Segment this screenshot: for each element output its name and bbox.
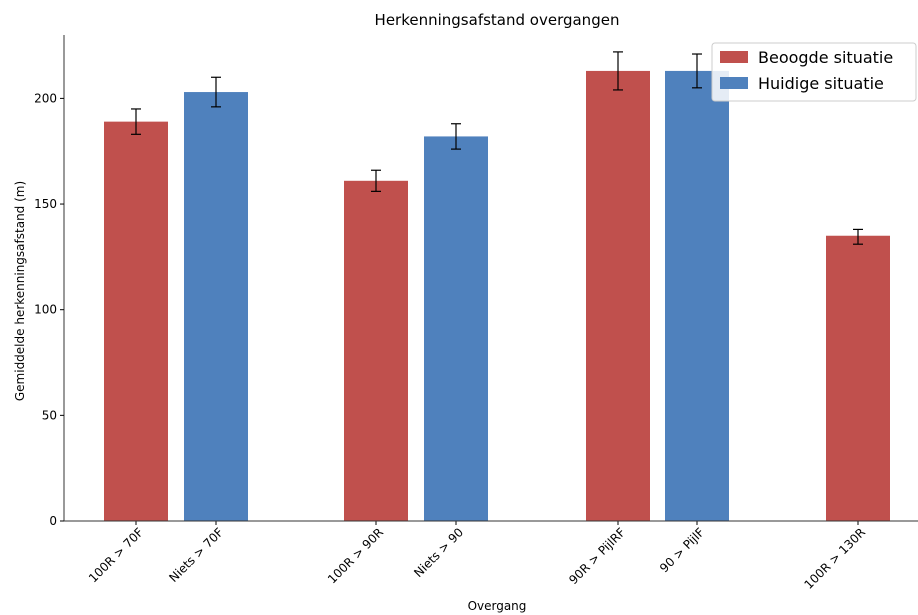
y-tick-label: 150 (34, 197, 57, 211)
y-axis-label: Gemiddelde herkenningsafstand (m) (13, 181, 27, 401)
y-tick-label: 100 (34, 303, 57, 317)
y-tick-label: 50 (42, 408, 57, 422)
bar (826, 235, 890, 521)
bar (344, 180, 408, 522)
x-tick-label: 100R > 130R (802, 525, 869, 592)
x-tick-label: Niets > 90 (411, 525, 466, 580)
bar (104, 121, 168, 522)
legend-box (711, 42, 917, 102)
x-tick-label: 100R > 90R (325, 525, 386, 586)
x-tick-label: 90R > PijlRF (566, 525, 628, 587)
legend-swatch (720, 51, 748, 63)
x-axis-label: Overgang (468, 599, 527, 613)
x-tick-label: Niets > 70F (166, 525, 226, 585)
plot-area: 100R > 70F Niets > 70F 100R > 90R Niets > 9… (34, 35, 918, 592)
bar (424, 136, 488, 521)
y-tick-label: 200 (34, 91, 57, 105)
legend-label: Beoogde situatie (758, 48, 893, 67)
x-tick-label: 100R > 70F (86, 525, 146, 585)
y-tick-label: 0 (49, 514, 57, 528)
chart-title: Herkenningsafstand overgangen (375, 11, 620, 29)
bar (665, 70, 729, 521)
legend: Beoogde situatie Huidige situatie (711, 42, 917, 102)
x-tick-label: 90 > PijlF (657, 525, 707, 575)
bar (184, 92, 248, 521)
bar (586, 70, 650, 521)
legend-label: Huidige situatie (758, 74, 884, 93)
legend-swatch (720, 77, 748, 89)
